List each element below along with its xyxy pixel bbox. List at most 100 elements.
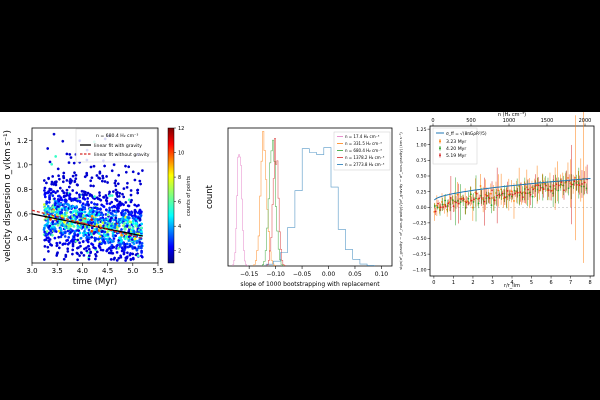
hexbin-cell — [103, 230, 107, 234]
data-point — [537, 184, 540, 187]
left-x-tick-label: 4.5 — [102, 267, 113, 275]
hexbin-cell — [79, 218, 83, 222]
hexbin-cell — [119, 254, 122, 258]
hexbin-cell — [83, 207, 87, 211]
hexbin-cell — [117, 238, 120, 242]
hexbin-cell — [102, 195, 106, 199]
hexbin-cell — [87, 244, 90, 248]
hexbin-cell — [81, 240, 85, 244]
hexbin-cell — [95, 196, 99, 200]
hexbin-cell — [104, 194, 108, 197]
left-y-tick-label: 0.4 — [17, 235, 29, 243]
data-point — [496, 194, 499, 197]
hexbin-cell — [51, 220, 55, 223]
hexbin-cell — [47, 176, 50, 180]
right-x-ticks: 0 1 2 3 4 5 6 7 8 — [432, 276, 592, 286]
hexbin-cell — [78, 193, 81, 197]
hexbin-cell — [85, 225, 89, 229]
hexbin-cell — [78, 254, 81, 258]
left-legend: n = 680.4 H₂ cm⁻³ linear fit with gravit… — [75, 128, 158, 163]
hexbin-cell — [101, 248, 105, 252]
hexbin-cell — [56, 251, 59, 255]
hexbin-cell — [108, 190, 111, 194]
right-legend-marker — [439, 140, 441, 143]
hexbin-cell — [139, 213, 143, 217]
hexbin-cell — [53, 236, 57, 240]
hexbin-cell — [53, 203, 57, 207]
hexbin-cell — [69, 156, 73, 160]
middle-legend-label: n = 2773.8 H₂ cm⁻³ — [345, 162, 385, 167]
left-x-tick-label: 3.5 — [52, 267, 63, 275]
data-point — [573, 180, 576, 183]
hexbin-cell — [132, 242, 136, 246]
hexbin-cell — [54, 183, 58, 187]
hexbin-cell — [101, 176, 105, 180]
data-point — [444, 205, 447, 208]
hexbin-cell — [99, 207, 102, 211]
right-x-axis-label: r/r_lim — [504, 283, 520, 289]
hexbin-cell — [48, 231, 51, 235]
hexbin-cell — [101, 229, 104, 233]
hexbin-cell — [112, 163, 116, 167]
hexbin-cell — [113, 204, 116, 208]
hexbin-cell — [127, 165, 130, 169]
data-point — [557, 189, 560, 192]
hexbin-cell — [128, 216, 131, 220]
hexbin-cell — [46, 191, 50, 195]
hexbin-cell — [90, 218, 93, 222]
hexbin-cell — [78, 212, 81, 216]
hexbin-cell — [114, 214, 118, 218]
hexbin-cell — [105, 196, 109, 200]
hexbin-cell — [69, 216, 72, 220]
right-y-tick-label: 0.25 — [416, 189, 426, 195]
hexbin-cell — [71, 242, 75, 246]
hexbin-cell — [68, 194, 71, 197]
hexbin-cell — [83, 247, 86, 251]
hexbin-cell — [50, 243, 53, 247]
fit-line-without-gravity — [31, 209, 144, 240]
hexbin-cell — [138, 217, 142, 221]
hexbin-cell — [117, 246, 120, 250]
left-y-tick-label: 0.6 — [17, 210, 29, 218]
hexbin-cell — [71, 248, 74, 252]
hexbin-cell — [110, 216, 113, 220]
left-hexbin-layer — [42, 132, 144, 262]
hexbin-cell — [95, 227, 99, 231]
figure-strip: 3.0 3.5 4.0 4.5 5.0 5.5 0.4 0.6 0.8 1.0 1.2 time … — [0, 94, 600, 290]
hexbin-cell — [48, 194, 51, 198]
hexbin-cell — [110, 238, 113, 242]
hexbin-cell — [55, 230, 58, 234]
hexbin-cell — [65, 152, 69, 156]
hexbin-cell — [86, 191, 90, 195]
middle-legend-box — [333, 131, 391, 171]
hexbin-cell — [95, 223, 99, 227]
hexbin-cell — [83, 210, 87, 214]
right-y-tick-label: 0.75 — [416, 158, 426, 164]
left-plot-frame — [31, 127, 159, 264]
hexbin-cell — [125, 242, 129, 246]
hexbin-cell — [131, 256, 135, 260]
colorbar-tick-label: 10 — [178, 151, 184, 157]
middle-x-ticks: −0.15 −0.10 −0.05 0.00 0.05 0.10 — [240, 266, 388, 278]
hexbin-cell — [59, 235, 63, 239]
hexbin-cell — [134, 210, 137, 214]
hexbin-cell — [58, 241, 62, 245]
hexbin-cell — [56, 189, 59, 193]
left-x-tick-label: 3.0 — [26, 267, 37, 275]
hexbin-cell — [102, 238, 105, 242]
left-y-tick-label: 1.0 — [17, 161, 28, 169]
right-top-x-tick-label: 1000 — [503, 118, 516, 124]
left-x-tick-label: 5.5 — [152, 267, 163, 275]
hexbin-cell — [46, 147, 49, 150]
hexbin-cell — [90, 221, 93, 225]
hexbin-cell — [43, 203, 46, 207]
data-point — [456, 193, 459, 196]
data-point — [483, 200, 486, 203]
hexbin-cell — [79, 236, 83, 240]
hexbin-cell — [84, 227, 87, 231]
right-top-x-tick-label: 500 — [466, 118, 476, 124]
left-panel: 3.0 3.5 4.0 4.5 5.0 5.5 0.4 0.6 0.8 1.0 1.2 time … — [3, 126, 192, 287]
hexbin-cell — [60, 211, 63, 215]
hexbin-cell — [89, 179, 92, 183]
hexbin-cell — [106, 217, 110, 221]
